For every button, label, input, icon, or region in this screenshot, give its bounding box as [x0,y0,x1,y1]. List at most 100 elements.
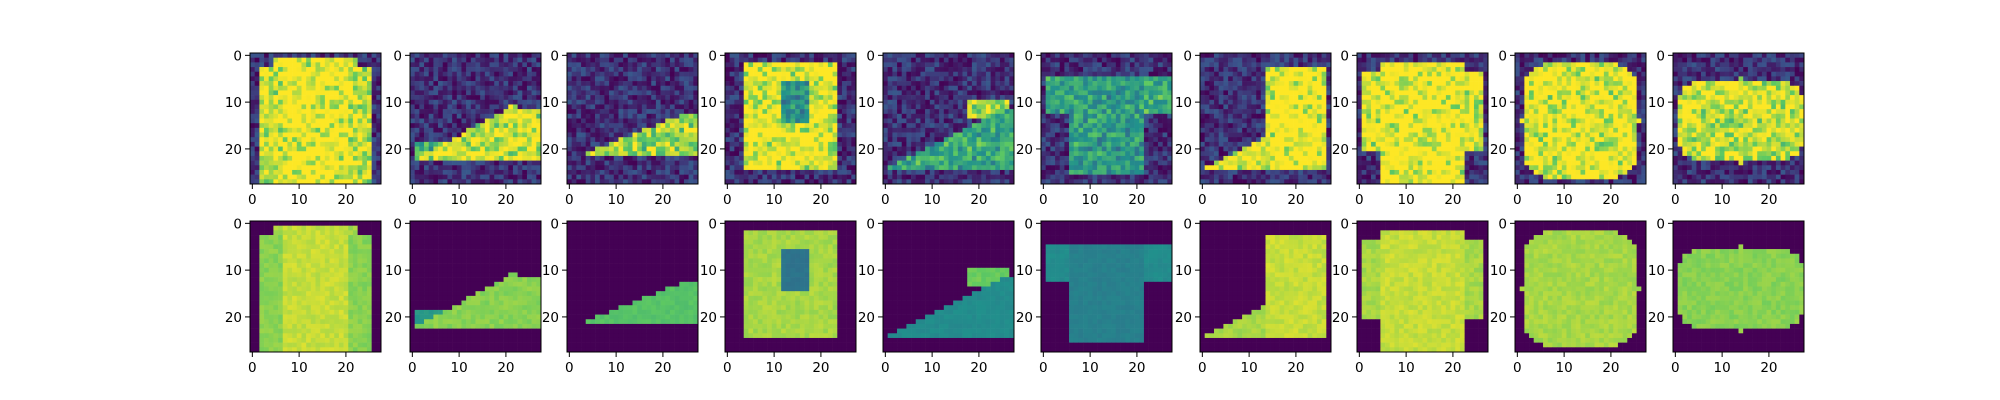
heatmap-cell [367,90,372,95]
heatmap-cell [762,67,767,72]
heatmap-cell [362,254,367,259]
heatmap-cell [532,324,537,329]
heatmap-cell [604,272,609,277]
heatmap-cell [311,76,316,81]
heatmap-cell [480,268,485,273]
heatmap-cell [471,151,476,156]
heatmap-cell [457,100,462,105]
heatmap-cell [325,221,330,226]
heatmap-cell [522,58,527,63]
heatmap-cell [362,161,367,166]
heatmap-cell [499,305,504,310]
heatmap-cell [490,133,495,138]
heatmap-cell [330,170,335,175]
heatmap-cell [362,128,367,133]
heatmap-cell [656,254,661,259]
heatmap-cell [320,100,325,105]
heatmap-cell [419,301,424,306]
heatmap-cell [452,329,457,334]
heatmap-cell [499,109,504,114]
heatmap-cell [410,319,415,324]
heatmap-cell [424,301,429,306]
y-tick-label: 0 [233,216,242,232]
heatmap-cell [595,90,600,95]
heatmap-cell [372,67,377,72]
heatmap-cell [476,100,481,105]
heatmap-cell [572,119,577,124]
heatmap-cell [490,329,495,334]
heatmap-cell [278,156,283,161]
heatmap-cell [297,315,302,320]
heatmap-cell [292,305,297,310]
heatmap-cell [433,287,438,292]
heatmap-cell [424,67,429,72]
heatmap-cell [348,90,353,95]
heatmap-cell [316,249,321,254]
heatmap-cell [358,100,363,105]
heatmap-cell [684,268,689,273]
heatmap-cell [410,343,415,348]
heatmap-cell [576,58,581,63]
heatmap-cell [522,156,527,161]
heatmap-cell [656,277,661,282]
heatmap-cell [429,235,434,240]
heatmap-cell [480,249,485,254]
heatmap-cell [684,282,689,287]
heatmap-cell [734,58,739,63]
heatmap-cell [255,263,260,268]
heatmap-cell [410,119,415,124]
heatmap-cell [415,244,420,249]
heatmap-cell [255,324,260,329]
heatmap-cell [438,100,443,105]
heatmap-cell [362,287,367,292]
heatmap-cell [424,170,429,175]
heatmap-cell [415,133,420,138]
heatmap-cell [609,53,614,58]
heatmap-cell [679,137,684,142]
heatmap-cell [586,104,591,109]
heatmap-cell [684,315,689,320]
heatmap-cell [532,109,537,114]
heatmap-cell [372,81,377,86]
heatmap-cell [518,100,523,105]
heatmap-cell [287,343,292,348]
heatmap-cell [600,226,605,231]
heatmap-cell [269,305,274,310]
heatmap-cell [325,90,330,95]
heatmap-cell [609,291,614,296]
heatmap-cell [250,244,255,249]
heatmap-cell [269,230,274,235]
heatmap-cell [480,310,485,315]
heatmap-cell [367,128,372,133]
heatmap-cell [633,147,638,152]
heatmap-cell [485,240,490,245]
heatmap-cell [595,175,600,180]
heatmap-cell [809,76,814,81]
heatmap-cell [429,240,434,245]
heatmap-cell [325,147,330,152]
heatmap-cell [522,147,527,152]
heatmap-cell [609,114,614,119]
heatmap-cell [518,58,523,63]
heatmap-cell [618,258,623,263]
heatmap-cell [348,338,353,343]
heatmap-cell [623,90,628,95]
heatmap-cell [776,67,781,72]
heatmap-cell [532,133,537,138]
heatmap-cell [485,133,490,138]
heatmap-cell [609,319,614,324]
heatmap-cell [287,324,292,329]
heatmap-cell [447,90,452,95]
heatmap-cell [581,333,586,338]
heatmap-cell [330,258,335,263]
heatmap-cell [590,175,595,180]
heatmap-cell [633,324,638,329]
heatmap-cell [250,301,255,306]
heatmap-cell [269,343,274,348]
heatmap-cell [278,170,283,175]
heatmap-cell [689,100,694,105]
heatmap-cell [480,137,485,142]
heatmap-cell [665,226,670,231]
heatmap-cell [490,319,495,324]
heatmap-cell [689,119,694,124]
